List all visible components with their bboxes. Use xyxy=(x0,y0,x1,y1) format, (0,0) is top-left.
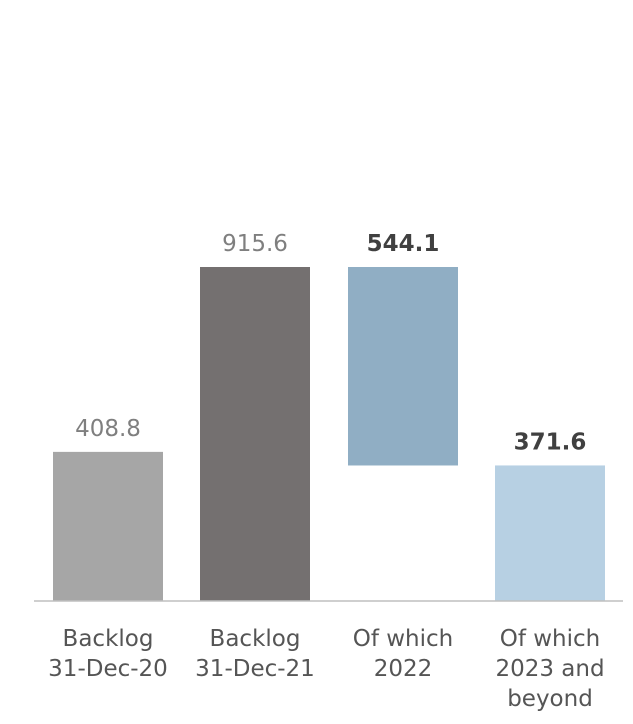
bar-4 xyxy=(495,465,605,601)
category-label-2: Backlog 31-Dec-21 xyxy=(185,624,325,684)
category-label-3: Of which 2022 xyxy=(333,624,473,684)
category-label-line: 2022 xyxy=(373,656,433,682)
value-label-4: 371.6 xyxy=(514,429,587,455)
bar-3 xyxy=(348,267,458,466)
category-label-line: Backlog xyxy=(62,626,154,652)
category-label-4: Of which 2023 and beyond xyxy=(480,624,620,714)
bars-layer xyxy=(53,267,605,601)
category-label-line: 2023 and xyxy=(495,656,605,682)
category-label-line: 31-Dec-20 xyxy=(48,656,168,682)
category-label-line: Of which xyxy=(499,626,601,652)
bar-1 xyxy=(53,451,163,601)
value-label-3: 544.1 xyxy=(367,231,440,257)
category-label-line: 31-Dec-21 xyxy=(195,656,315,682)
category-label-1: Backlog 31-Dec-20 xyxy=(38,624,178,684)
value-label-1: 408.8 xyxy=(75,416,141,442)
category-label-line: beyond xyxy=(507,686,593,712)
category-label-line: Of which xyxy=(352,626,454,652)
value-labels-layer: 408.8 915.6 544.1 371.6 xyxy=(75,231,586,455)
category-label-line: Backlog xyxy=(209,626,301,652)
value-label-2: 915.6 xyxy=(222,231,288,257)
bar-2 xyxy=(200,267,310,601)
